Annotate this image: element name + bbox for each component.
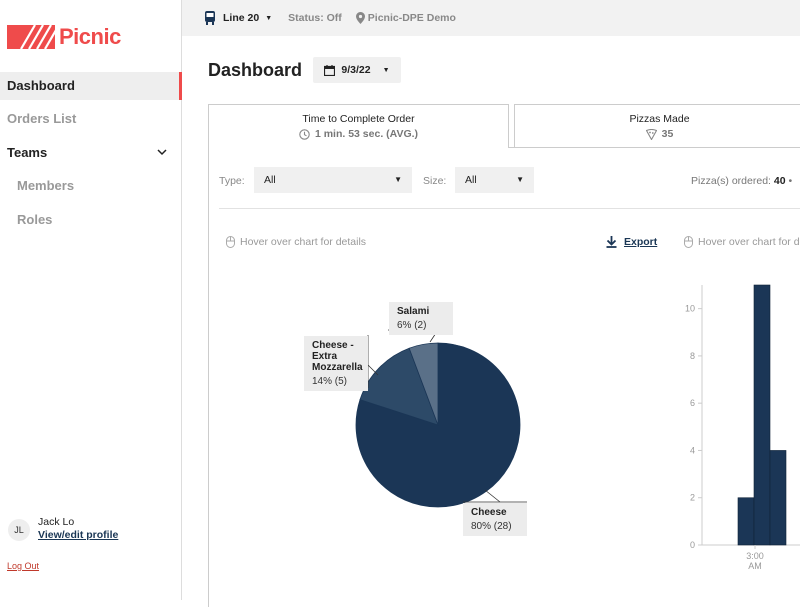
y-tick-label: 8 [690,351,695,361]
pizzas-ordered-label: Pizza(s) ordered: [691,175,771,187]
leader-line [367,364,379,376]
sidebar: Picnic Dashboard Orders List Teams Membe… [0,0,182,600]
caret-down-icon: ▼ [382,66,390,74]
sidebar-item-label: Teams [7,145,48,160]
divider [219,208,800,209]
page-title: Dashboard [208,60,303,80]
logout-link[interactable]: Log Out [7,561,40,571]
x-tick-label: AM [748,561,762,571]
y-tick-label: 10 [685,304,695,314]
tab-label: Pizzas Made [629,113,690,125]
callout-cheese: Cheese 80% (28) [463,503,527,536]
line-selector[interactable]: Line 20 ▼ [204,11,272,25]
location-text: Picnic-DPE Demo [367,12,456,24]
calendar-icon [324,64,336,76]
callout-salami: Salami 6% (2) [389,302,453,335]
mouse-icon [684,236,693,248]
sidebar-item-dashboard[interactable]: Dashboard [0,72,182,100]
caret-down-icon: ▼ [394,175,402,184]
slice-value: 80% (28) [471,521,512,532]
pizza-icon [645,128,657,140]
size-select[interactable]: All ▼ [455,167,534,193]
bus-icon [205,11,215,25]
sidebar-item-teams[interactable]: Teams [0,139,181,167]
size-filter-label: Size: [423,175,447,187]
date-picker[interactable]: 9/3/22 ▼ [313,57,401,83]
y-tick-label: 2 [690,493,695,503]
pizzas-ordered: Pizza(s) ordered: 40 • [691,175,792,187]
type-select[interactable]: All ▼ [254,167,412,193]
edit-profile-link[interactable]: View/edit profile [38,529,119,541]
picnic-logo-icon [7,25,55,49]
type-select-value: All [264,174,276,186]
type-filter-label: Type: [219,175,245,187]
user-name: Jack Lo [38,516,75,528]
chart-hint-left: Hover over chart for details [226,236,366,248]
pie-chart[interactable] [300,290,560,550]
hint-text: Hover over chart for details [240,236,367,248]
export-label: Export [624,236,658,248]
leader-line [484,489,501,503]
slice-label: Cheese - Extra Mozzarella [312,340,363,373]
sidebar-item-orders-list[interactable]: Orders List [7,111,77,126]
tab-label: Time to Complete Order [302,113,415,125]
export-button[interactable]: Export [606,236,657,248]
date-value: 9/3/22 [341,64,371,76]
x-tick-label: 3:00 [746,551,764,561]
pie-slice-cheese-extra-mozzarella[interactable] [359,347,439,426]
user-profile: JL Jack Lo View/edit profile [8,516,118,542]
pizzas-ordered-value: 40 [773,175,786,187]
avatar: JL [8,519,30,541]
bar[interactable] [737,497,755,546]
logo[interactable]: Picnic [7,24,121,50]
status-indicator: Status: Off [288,12,342,24]
sidebar-item-roles[interactable]: Roles [17,212,53,227]
pie-slice-salami[interactable] [408,342,439,426]
location-pin-icon [355,12,365,24]
mouse-icon [226,236,235,248]
slice-label: Salami [397,306,430,317]
y-tick-label: 4 [690,445,695,455]
line-label: Line 20 [223,12,260,24]
location: Picnic-DPE Demo [355,12,456,24]
bar[interactable] [753,284,771,546]
caret-down-icon: ▼ [265,14,273,22]
logo-text: Picnic [59,24,121,49]
y-tick-label: 0 [690,540,695,550]
hint-text: Hover over chart for details [698,236,800,248]
separator-dot: • [788,175,793,187]
clock-icon [299,128,310,140]
top-bar: Line 20 ▼ Status: Off Picnic-DPE Demo [182,0,800,36]
slice-value: 14% (5) [312,376,348,387]
tab-time-to-complete[interactable]: Time to Complete Order 1 min. 53 sec. (A… [208,104,509,148]
y-tick-label: 6 [690,398,695,408]
tab-value: 35 [661,128,674,140]
chart-hint-right: Hover over chart for details [684,236,800,248]
callout-cheese-extra-mozzarella: Cheese - Extra Mozzarella 14% (5) [304,336,368,391]
tab-pizzas-made[interactable]: Pizzas Made 35 [514,104,800,148]
size-select-value: All [465,174,477,186]
tab-value: 1 min. 53 sec. (AVG.) [314,128,419,140]
slice-value: 6% (2) [397,320,427,331]
chevron-down-icon [157,139,167,167]
status-text: Status: Off [288,12,342,24]
slice-label: Cheese [471,507,507,518]
bar[interactable] [769,450,787,546]
sidebar-item-members[interactable]: Members [17,178,75,193]
download-icon [606,236,617,248]
caret-down-icon: ▼ [516,175,524,184]
